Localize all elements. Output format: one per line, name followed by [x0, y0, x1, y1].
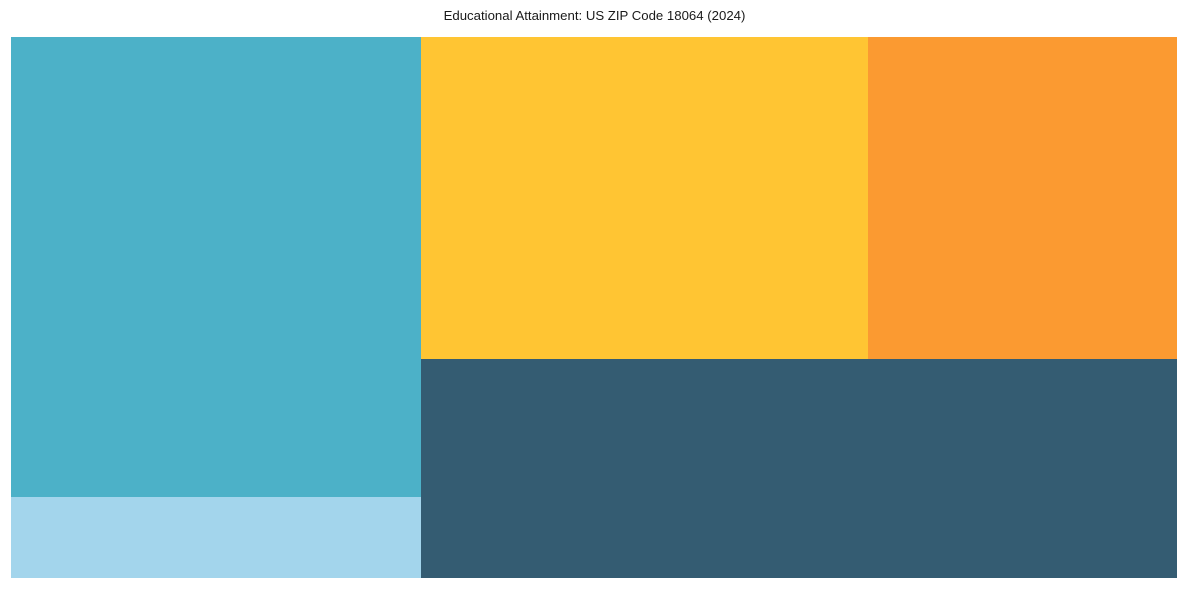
- treemap-plot-area: High school graduate (includes equivalen…: [11, 37, 1177, 578]
- page-title: Educational Attainment: US ZIP Code 1806…: [443, 8, 746, 23]
- treemap-tile[interactable]: High school graduate (includes equivalen…: [11, 37, 421, 497]
- treemap-tile[interactable]: Bachelor's degree: [421, 359, 1177, 578]
- treemap-tile[interactable]: Some college, no degree: [421, 37, 868, 359]
- treemap-tile[interactable]: Graduate or professional degree: [868, 37, 1177, 359]
- treemap-tile[interactable]: Less than high school diploma: [11, 497, 421, 578]
